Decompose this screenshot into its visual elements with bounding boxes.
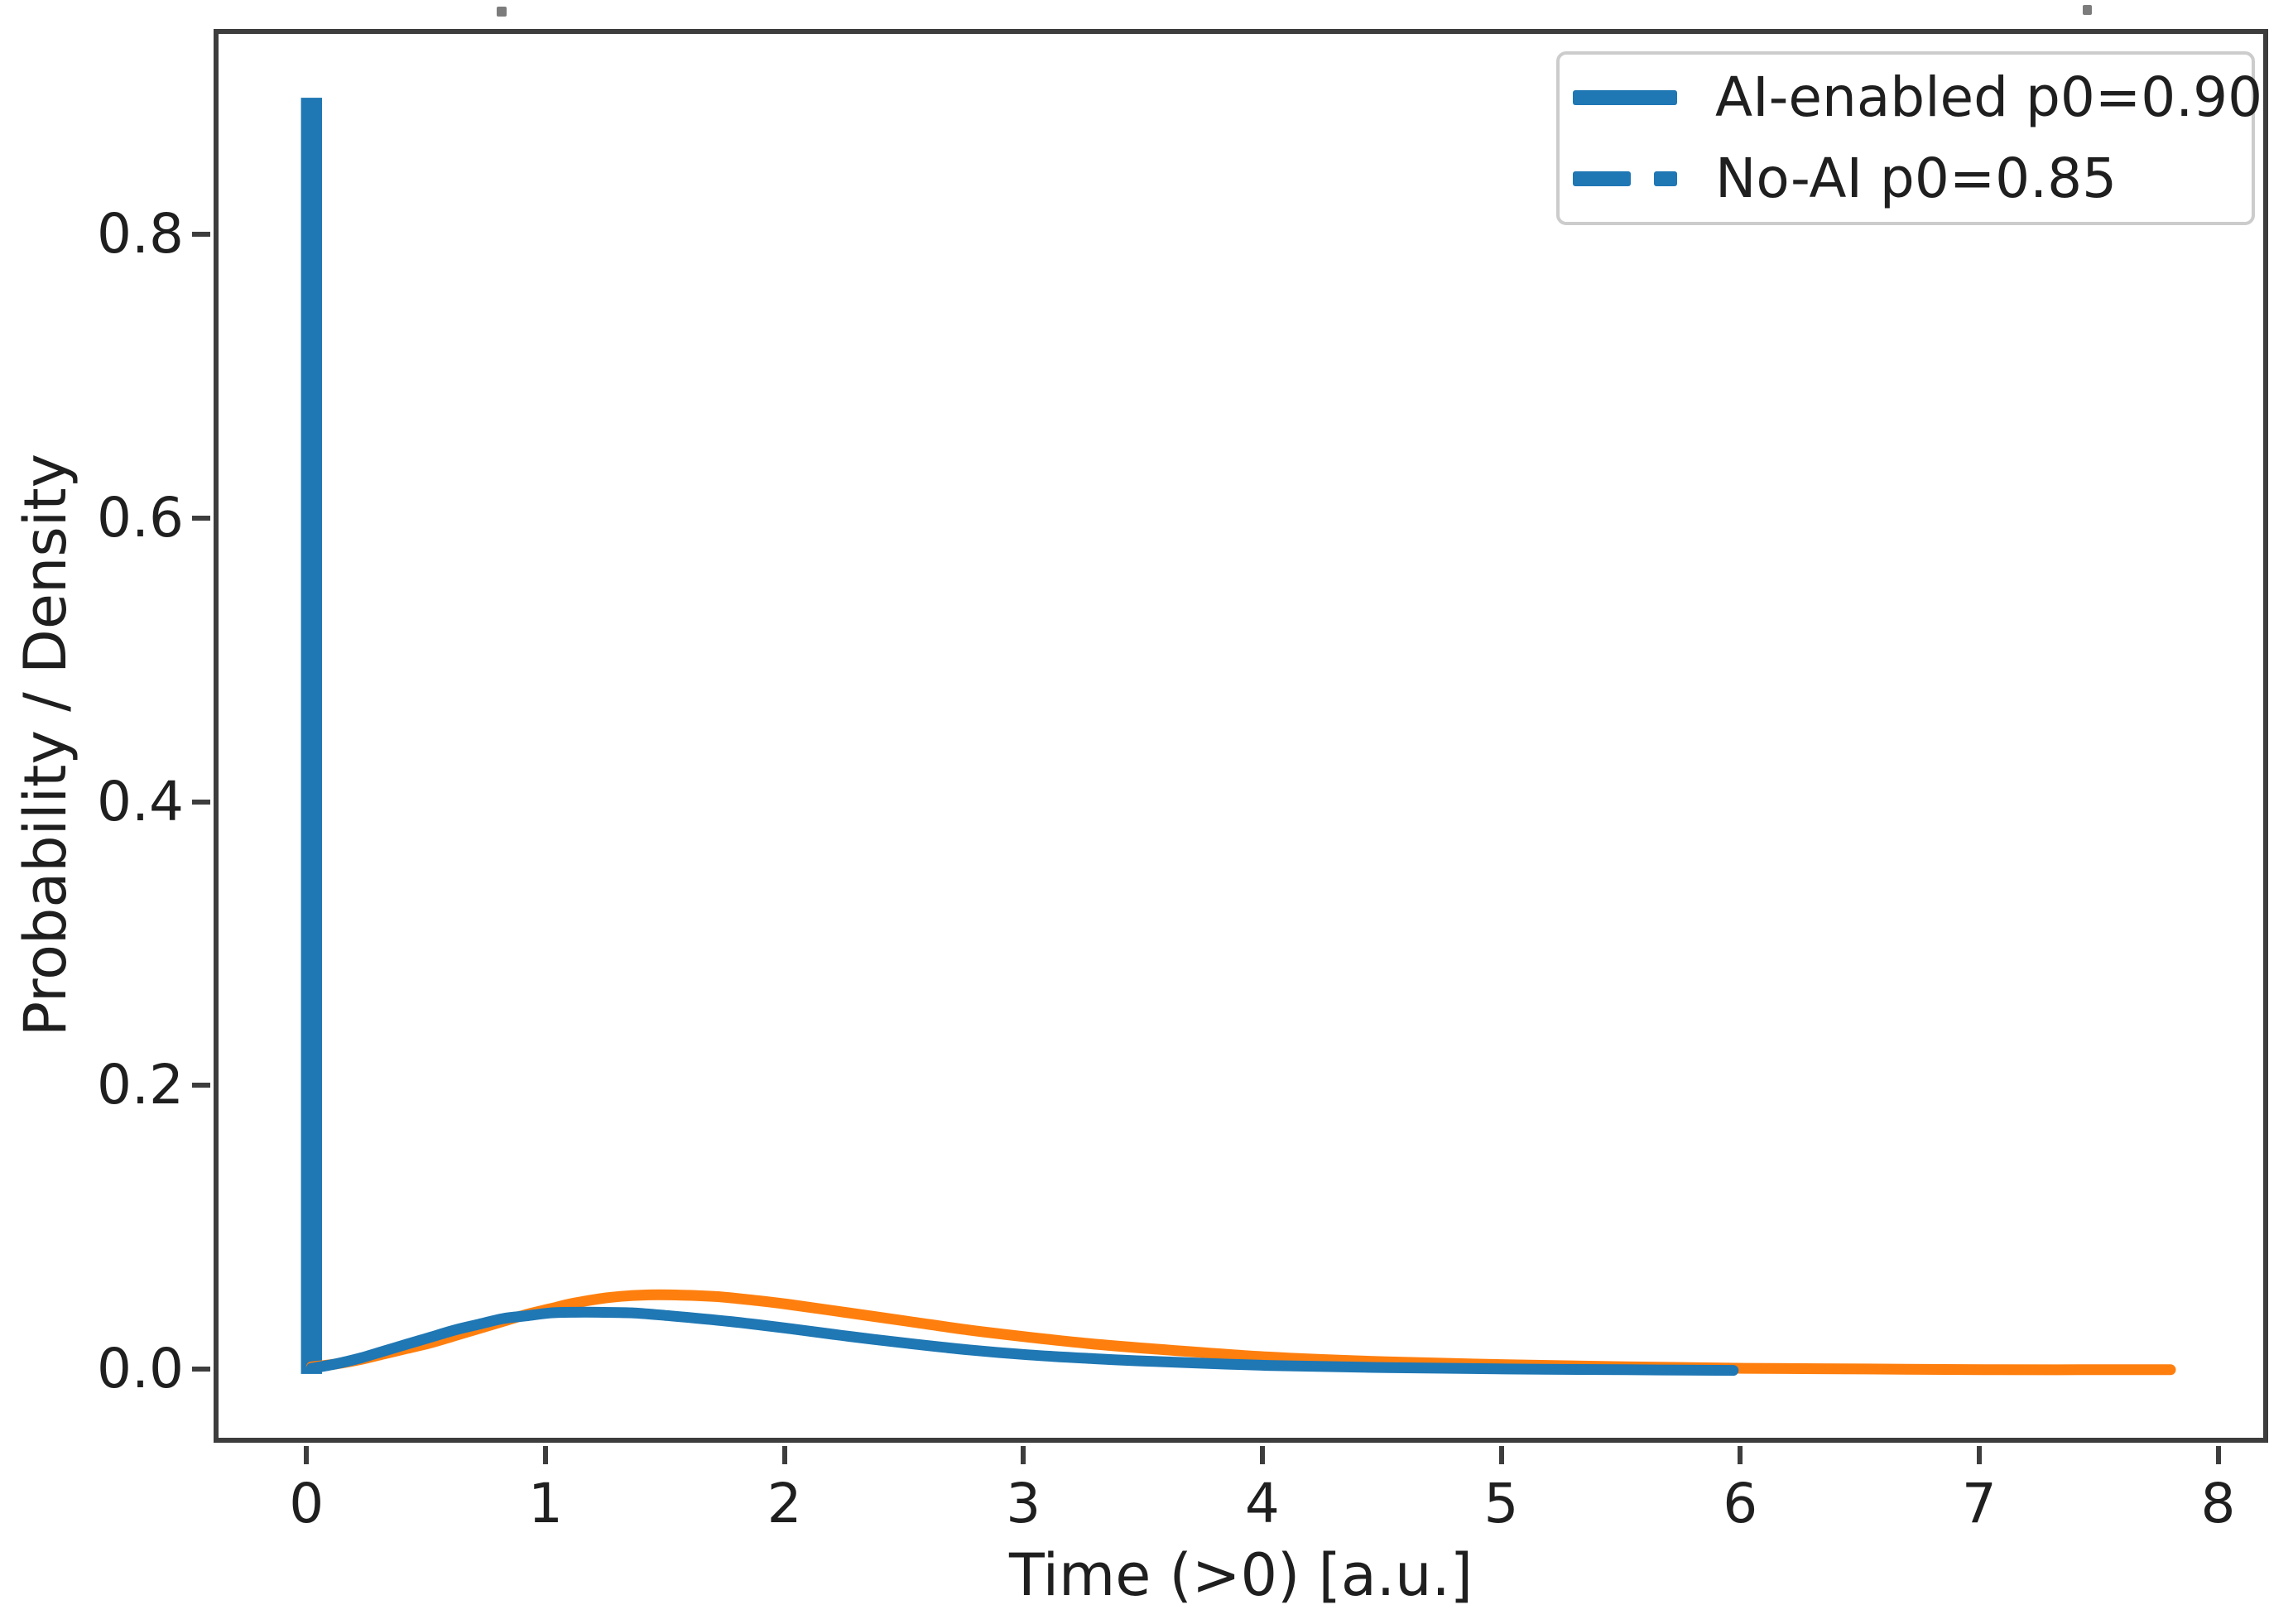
x-tick-label: 7	[1961, 1472, 1997, 1535]
x-tick-label: 4	[1244, 1472, 1280, 1535]
dashed-line-swatch	[1573, 171, 1677, 186]
x-tick-label: 5	[1483, 1472, 1519, 1535]
x-tick-mark	[1021, 1446, 1026, 1464]
no-ai-density-curve	[305, 1289, 2176, 1376]
x-tick-mark	[1498, 1446, 1504, 1464]
legend-label-ai-enabled: AI-enabled p0=0.90	[1715, 65, 2263, 129]
y-tick-label: 0.4	[97, 769, 184, 834]
legend-entry-ai-enabled: AI-enabled p0=0.90	[1573, 67, 2262, 128]
x-tick-label: 6	[1723, 1472, 1758, 1535]
y-tick-label: 0.6	[97, 486, 184, 550]
zero-point-mass-bar	[300, 98, 322, 1374]
x-tick-mark	[542, 1446, 548, 1464]
legend-entry-no-ai: No-AI p0=0.85	[1573, 148, 2238, 209]
y-axis-label: Probability / Density	[12, 453, 79, 1037]
x-tick-mark	[2215, 1446, 2221, 1464]
y-tick-label: 0.8	[97, 202, 184, 267]
solid-line-swatch	[1573, 90, 1677, 105]
x-tick-label: 3	[1006, 1472, 1041, 1535]
x-tick-mark	[1738, 1446, 1743, 1464]
y-tick-mark	[192, 232, 210, 238]
x-tick-mark	[1259, 1446, 1265, 1464]
y-tick-mark	[192, 516, 210, 521]
y-tick-label: 0.0	[97, 1336, 184, 1401]
y-tick-mark	[192, 799, 210, 805]
x-tick-mark	[304, 1446, 310, 1464]
legend-label-no-ai: No-AI p0=0.85	[1715, 147, 2118, 210]
cropped-text-fragment-right	[2083, 5, 2092, 15]
x-tick-mark	[781, 1446, 787, 1464]
dash-segment-long	[1573, 171, 1631, 186]
x-tick-label: 1	[527, 1472, 563, 1535]
dash-segment-short	[1654, 171, 1677, 186]
x-tick-label: 8	[2200, 1472, 2236, 1535]
y-tick-mark	[192, 1083, 210, 1088]
y-tick-mark	[192, 1366, 210, 1372]
axes-box	[214, 29, 2268, 1443]
cropped-text-fragment-left	[497, 7, 507, 17]
legend-box: AI-enabled p0=0.90 No-AI p0=0.85	[1556, 51, 2262, 225]
x-tick-label: 2	[767, 1472, 802, 1535]
plot-area	[300, 98, 2176, 1377]
x-tick-mark	[1976, 1446, 1982, 1464]
y-tick-label: 0.2	[97, 1053, 184, 1117]
ai-enabled-density-curve	[305, 1306, 1739, 1377]
x-tick-label: 0	[289, 1472, 324, 1535]
x-axis-label: Time (>0) [a.u.]	[1009, 1541, 1473, 1609]
